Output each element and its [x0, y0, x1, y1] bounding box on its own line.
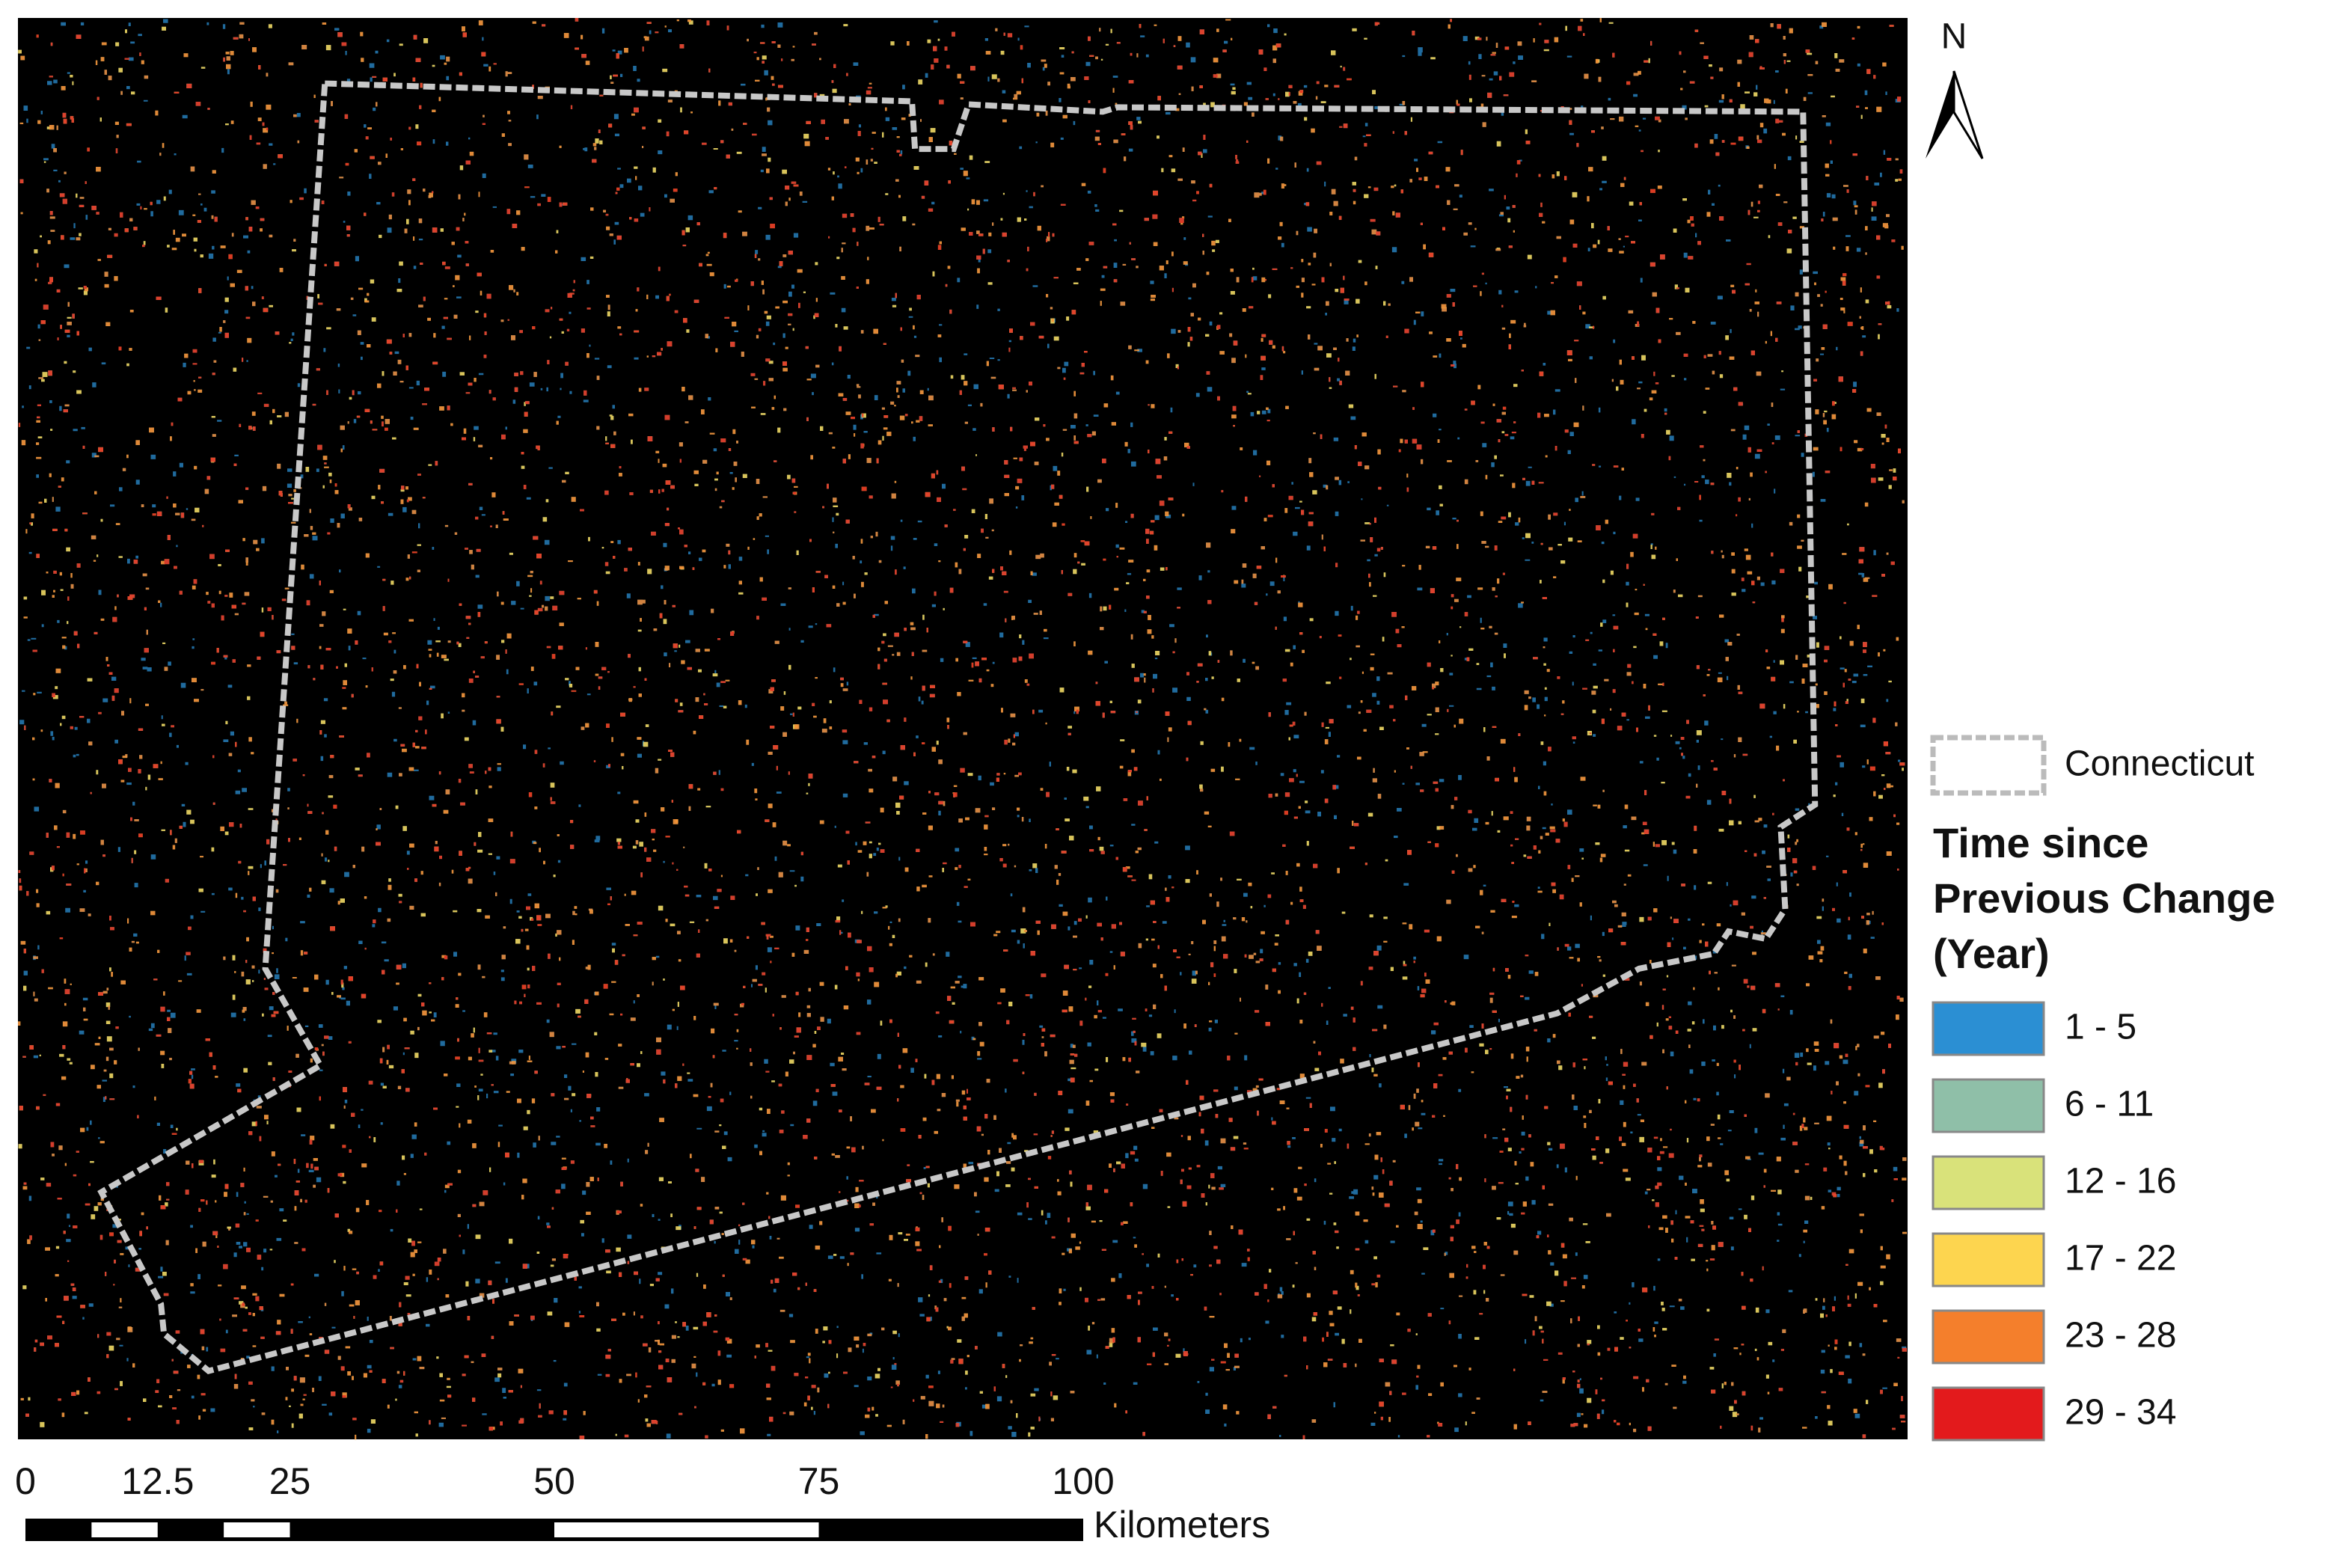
scale-tick-label: 12.5 — [121, 1460, 194, 1502]
scale-tick-label: 0 — [15, 1460, 36, 1502]
legend-swatch — [1932, 1386, 2045, 1442]
scale-segment — [91, 1522, 158, 1537]
scale-segment — [224, 1522, 290, 1537]
boundary-label: Connecticut — [2065, 744, 2254, 784]
scale-tick-label: 75 — [798, 1460, 840, 1502]
legend-label: 12 - 16 — [2065, 1162, 2176, 1201]
scale-tick-label: 50 — [533, 1460, 575, 1502]
arrow-right — [1952, 70, 1984, 159]
scale-segment — [290, 1519, 554, 1541]
speckle-layer — [18, 18, 1907, 1439]
legend-label: 6 - 11 — [2065, 1085, 2154, 1124]
legend-label: 29 - 34 — [2065, 1393, 2176, 1433]
scale-segment — [818, 1519, 1083, 1541]
legend-swatch — [1932, 1078, 2045, 1133]
map-frame — [18, 18, 1908, 1439]
scale-tick-label: 100 — [1052, 1460, 1114, 1502]
legend-title-box: Time since Previous Change (Year) — [1933, 819, 2276, 977]
legend-swatch — [1932, 1155, 2045, 1210]
legend: 1 - 5 6 - 11 12 - 16 17 - 22 23 - 28 29 - 34 — [1932, 1001, 2176, 1442]
legend-label: 17 - 22 — [2065, 1239, 2176, 1278]
scale-segment — [554, 1522, 819, 1537]
legend-title: Time since Previous Change (Year) — [1933, 819, 2276, 977]
boundary — [97, 80, 1819, 1375]
legend-swatch — [1932, 1001, 2045, 1056]
legend-swatch — [1932, 1232, 2045, 1287]
arrow-left — [1926, 71, 1954, 159]
change-pixels — [18, 18, 1907, 1440]
scale-tick-label: 25 — [269, 1460, 311, 1502]
scale-unit: Kilometers — [1094, 1504, 1270, 1546]
connecticut-outline — [97, 80, 1819, 1375]
legend-label: 1 - 5 — [2065, 1008, 2136, 1047]
legend-swatch — [1932, 1309, 2045, 1365]
legend-label: 23 - 28 — [2065, 1316, 2176, 1356]
north-label: N — [1941, 17, 1967, 57]
boundary-swatch — [1930, 735, 2047, 796]
north-arrow: N — [1926, 17, 1984, 159]
